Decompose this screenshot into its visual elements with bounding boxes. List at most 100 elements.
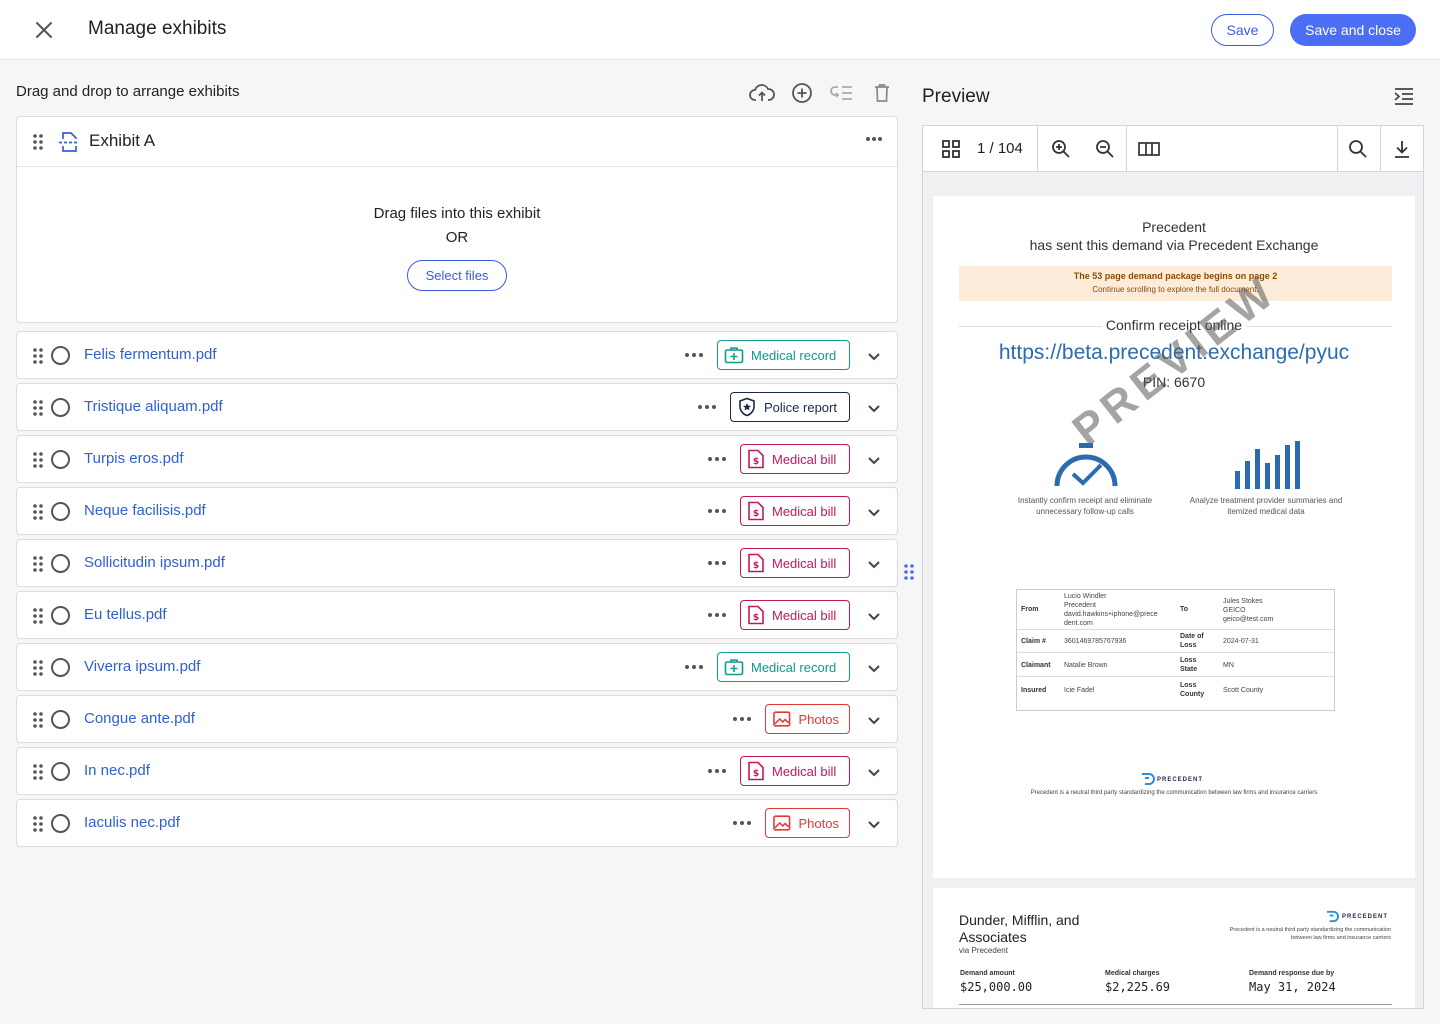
exhibit-name[interactable]: Exhibit A [89,131,156,150]
file-name[interactable]: Tristique aliquam.pdf [84,398,223,415]
pin-code: PIN: 6670 [1142,374,1206,390]
more-options-icon[interactable] [707,764,727,778]
confirm-receipt-label: Confirm receipt online [1101,317,1247,333]
file-row[interactable]: Turpis eros.pdf $ Medical bill [16,435,898,483]
document-type-badge[interactable]: $ Medical bill [740,756,850,786]
thumbnails-button[interactable] [938,136,964,162]
more-options-icon[interactable] [865,136,883,142]
add-exhibit-button[interactable] [789,80,815,106]
drag-handle-icon[interactable] [31,607,45,625]
document-type-badge[interactable]: $ Medical bill [740,548,850,578]
download-button[interactable] [1389,136,1415,162]
file-row[interactable]: Viverra ipsum.pdf Medical record [16,643,898,691]
upload-button[interactable] [749,80,775,106]
file-select-radio[interactable] [51,346,70,365]
search-document-button[interactable] [1345,136,1371,162]
document-type-badge[interactable]: Medical record [717,652,850,682]
file-name[interactable]: Turpis eros.pdf [84,450,184,467]
file-name[interactable]: In nec.pdf [84,762,150,779]
chevron-down-icon[interactable] [865,503,883,521]
more-options-icon[interactable] [707,608,727,622]
close-button[interactable] [30,16,58,44]
file-name[interactable]: Viverra ipsum.pdf [84,658,201,675]
file-select-radio[interactable] [51,398,70,417]
file-name[interactable]: Felis fermentum.pdf [84,346,217,363]
file-select-radio[interactable] [51,658,70,677]
file-select-radio[interactable] [51,554,70,573]
document-type-badge[interactable]: Medical record [717,340,850,370]
file-name[interactable]: Sollicitudin ipsum.pdf [84,554,225,571]
drag-handle-icon[interactable] [31,711,45,729]
chevron-down-icon[interactable] [865,399,883,417]
document-type-badge[interactable]: $ Medical bill [740,600,850,630]
claim-value: 3601469785767936 [1064,638,1127,645]
more-options-icon[interactable] [732,816,752,830]
file-row[interactable]: Neque facilisis.pdf $ Medical bill [16,487,898,535]
drag-handle-icon[interactable] [31,347,45,365]
drag-handle-icon[interactable] [31,451,45,469]
collapse-all-button[interactable] [829,80,855,106]
from-line-4: dent.com [1064,620,1093,627]
file-name[interactable]: Congue ante.pdf [84,710,195,727]
drag-handle-icon[interactable] [31,503,45,521]
date-of-loss-label-1: Date of [1180,633,1204,640]
more-options-icon[interactable] [697,400,717,414]
chevron-down-icon[interactable] [865,607,883,625]
chevron-down-icon[interactable] [865,347,883,365]
panel-resize-handle[interactable] [903,563,915,581]
document-type-badge[interactable]: $ Medical bill [740,496,850,526]
more-options-icon[interactable] [707,556,727,570]
search-icon [1349,140,1367,158]
more-options-icon[interactable] [684,348,704,362]
drag-handle-icon[interactable] [31,659,45,677]
file-row[interactable]: Eu tellus.pdf $ Medical bill [16,591,898,639]
file-select-radio[interactable] [51,710,70,729]
zoom-out-button[interactable] [1092,136,1118,162]
file-row[interactable]: Congue ante.pdf Photos [16,695,898,743]
file-row[interactable]: Felis fermentum.pdf Medical record [16,331,898,379]
file-select-radio[interactable] [51,762,70,781]
file-row[interactable]: Tristique aliquam.pdf Police report [16,383,898,431]
file-name[interactable]: Eu tellus.pdf [84,606,167,623]
file-select-radio[interactable] [51,502,70,521]
more-options-icon[interactable] [707,452,727,466]
drag-handle-icon[interactable] [31,555,45,573]
page-layout-button[interactable] [1136,136,1162,162]
medical-bill-icon: $ [748,761,764,781]
file-select-radio[interactable] [51,814,70,833]
file-row[interactable]: In nec.pdf $ Medical bill [16,747,898,795]
document-type-badge[interactable]: $ Medical bill [740,444,850,474]
chevron-down-icon[interactable] [865,659,883,677]
precedent-logo-icon [1142,773,1155,785]
file-row[interactable]: Iaculis nec.pdf Photos [16,799,898,847]
chevron-down-icon[interactable] [865,763,883,781]
precedent-tagline-1: Precedent is a neutral third party stand… [1229,927,1391,933]
select-files-button[interactable]: Select files [407,260,507,291]
file-select-radio[interactable] [51,606,70,625]
chevron-down-icon[interactable] [865,451,883,469]
zoom-in-button[interactable] [1048,136,1074,162]
drag-handle-icon[interactable] [31,763,45,781]
delete-button[interactable] [869,80,895,106]
drag-handle-icon[interactable] [31,399,45,417]
save-button[interactable]: Save [1211,14,1274,46]
chevron-down-icon[interactable] [865,555,883,573]
drag-handle-icon[interactable] [31,815,45,833]
file-name[interactable]: Neque facilisis.pdf [84,502,206,519]
file-name[interactable]: Iaculis nec.pdf [84,814,180,831]
document-type-badge[interactable]: Photos [765,808,850,838]
document-type-badge[interactable]: Police report [730,392,850,422]
document-type-badge[interactable]: Photos [765,704,850,734]
more-options-icon[interactable] [707,504,727,518]
file-select-radio[interactable] [51,450,70,469]
collapse-panel-icon[interactable] [1392,86,1416,106]
precedent-tagline-2: between law firms and insurance carriers [1291,935,1391,941]
more-options-icon[interactable] [732,712,752,726]
chevron-down-icon[interactable] [865,711,883,729]
confirm-link[interactable]: https://beta.precedent.exchange/pyuc [998,341,1350,364]
save-and-close-button[interactable]: Save and close [1290,14,1416,46]
chevron-down-icon[interactable] [865,815,883,833]
file-row[interactable]: Sollicitudin ipsum.pdf $ Medical bill [16,539,898,587]
more-options-icon[interactable] [684,660,704,674]
drag-handle-icon[interactable] [31,133,45,151]
